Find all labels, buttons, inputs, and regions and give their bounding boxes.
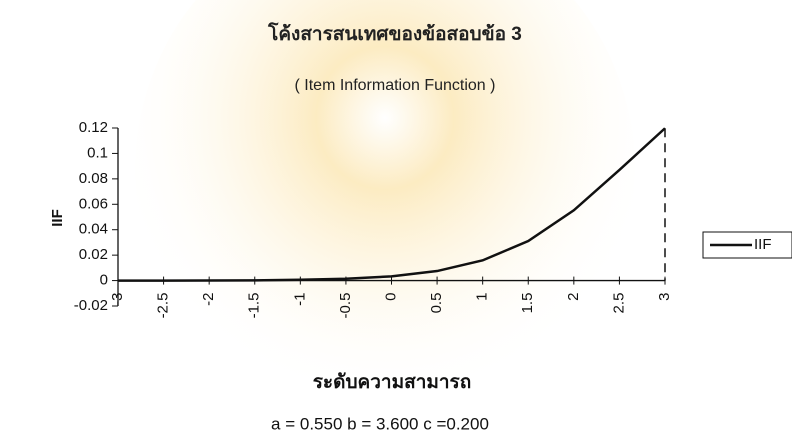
x-tick-label: 1 xyxy=(474,293,491,301)
legend-label: IIF xyxy=(754,236,772,253)
x-tick-label: -2.5 xyxy=(155,293,172,319)
x-axis-label: ระดับความสามารถ xyxy=(313,372,472,393)
x-tick-label: 2 xyxy=(565,293,582,301)
x-tick-label: 2.5 xyxy=(610,293,627,314)
y-tick-label: -0.02 xyxy=(74,297,108,314)
x-tick-label: -2 xyxy=(200,293,217,306)
x-tick-label: 1.5 xyxy=(519,293,536,314)
x-tick-label: 0.5 xyxy=(428,293,445,314)
x-tick-label: -0.5 xyxy=(337,293,354,319)
y-axis-label: IIF xyxy=(49,209,66,227)
y-tick-label: 0.04 xyxy=(79,221,108,238)
x-tick-label: -1.5 xyxy=(246,293,263,319)
watermark xyxy=(135,0,635,430)
y-tick-label: 0.06 xyxy=(79,195,108,212)
annotation: a = 0.550 b = 3.600 c =0.200 xyxy=(271,414,489,433)
x-tick-label: 3 xyxy=(656,293,673,301)
y-tick-label: 0.12 xyxy=(79,119,108,136)
y-tick-label: 0.08 xyxy=(79,170,108,187)
series-line xyxy=(118,127,666,282)
y-tick-label: 0.02 xyxy=(79,246,108,263)
x-tick-label: -1 xyxy=(291,293,308,306)
x-tick-label: -3 xyxy=(109,293,126,306)
chart-subtitle: ( Item Information Function ) xyxy=(295,77,496,94)
y-tick-label: 0 xyxy=(100,272,108,289)
x-tick-label: 0 xyxy=(382,293,399,301)
y-tick-label: 0.1 xyxy=(87,144,108,161)
chart-title: โค้งสารสนเทศของข้อสอบข้อ 3 xyxy=(267,22,522,45)
